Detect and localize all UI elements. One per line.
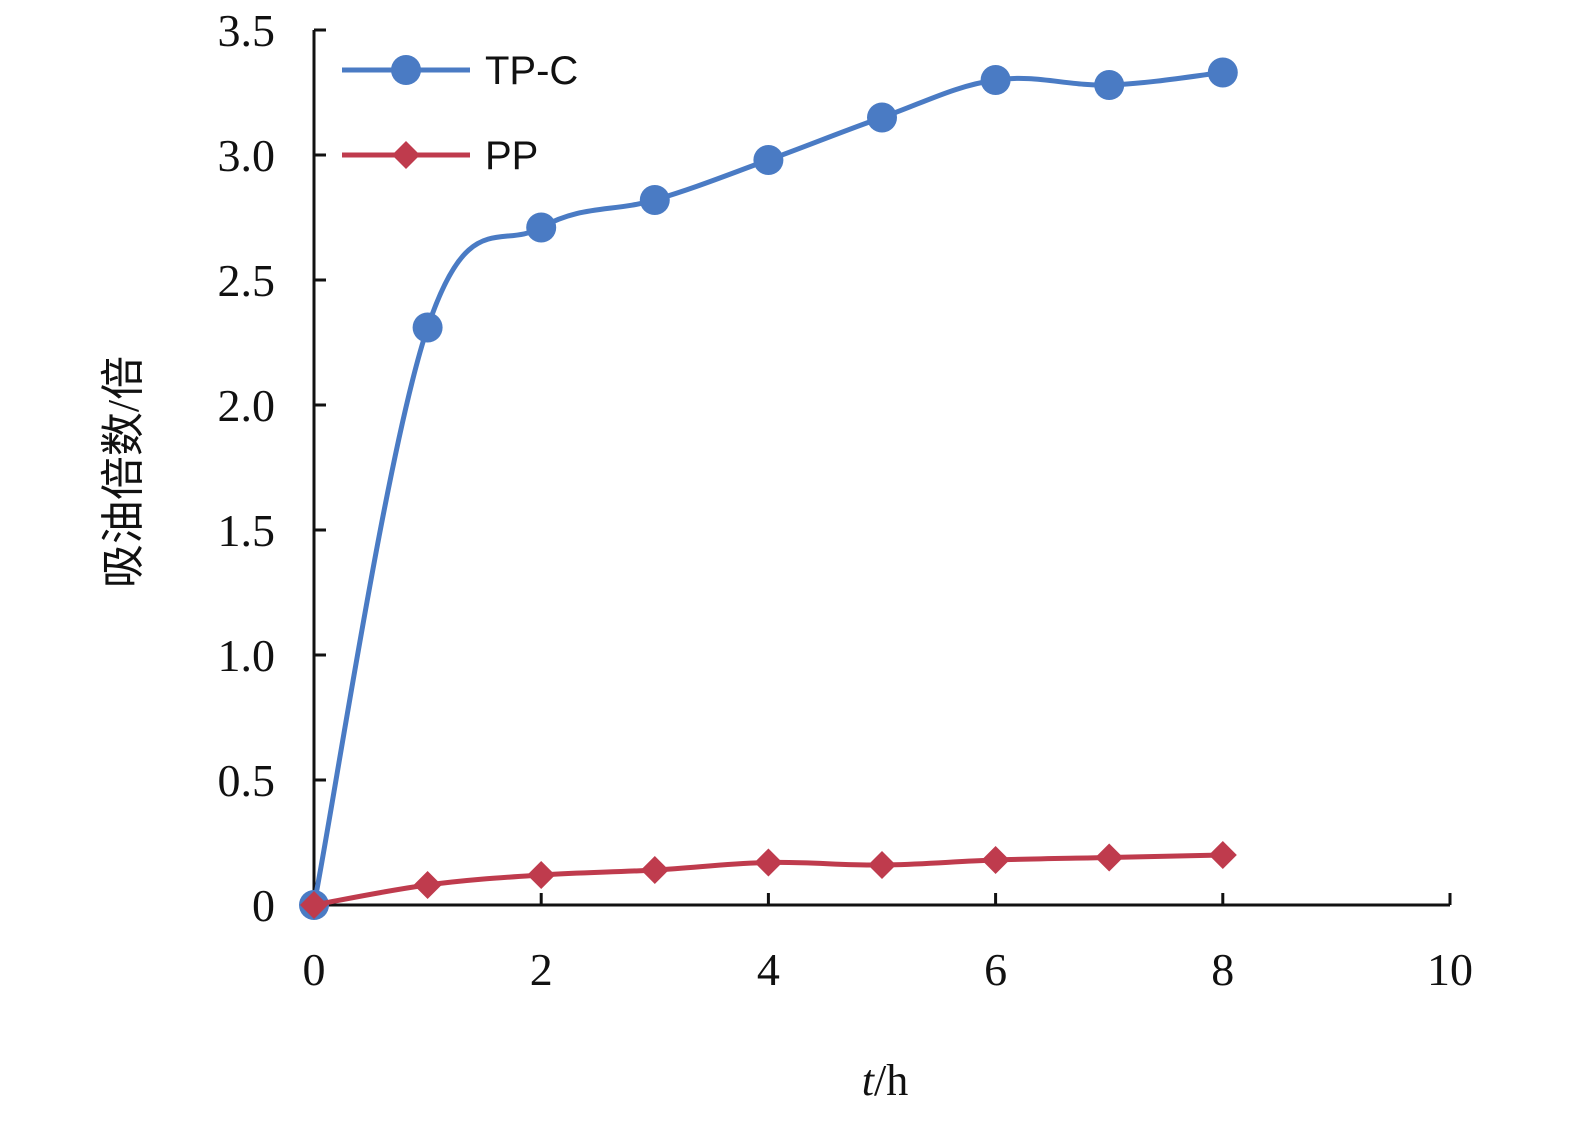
legend-swatch-marker <box>392 141 420 169</box>
series-line <box>311 70 1226 908</box>
data-point <box>980 65 1011 95</box>
legend-item: TP-C <box>342 49 578 93</box>
x-tick-label: 10 <box>1427 944 1473 995</box>
axes <box>312 30 1450 907</box>
y-tick-label: 1.5 <box>218 505 276 556</box>
legend-label: TP-C <box>485 49 578 93</box>
y-tick-label: 1.0 <box>218 630 276 681</box>
y-tick-label: 0 <box>252 880 275 931</box>
legend-swatch-marker <box>391 55 421 85</box>
y-tick-label: 2.0 <box>218 380 276 431</box>
data-point <box>981 846 1010 874</box>
data-point <box>526 212 557 243</box>
x-axis-title-variable: t <box>862 1056 876 1105</box>
data-point <box>1094 70 1125 100</box>
x-axis-ticks: 0 2 4 6 8 10 <box>303 893 1473 995</box>
x-tick-label: 2 <box>530 944 553 995</box>
x-tick-label: 4 <box>757 944 780 995</box>
data-point <box>868 851 896 879</box>
data-point <box>1095 843 1124 872</box>
y-tick-label: 0.5 <box>218 755 276 806</box>
legend-item: PP <box>342 134 538 178</box>
x-tick-label: 8 <box>1211 944 1234 995</box>
legend: TP-C PP <box>342 49 578 178</box>
data-point <box>867 102 897 133</box>
x-axis-title-unit: /h <box>874 1056 908 1105</box>
data-point <box>640 856 669 884</box>
data-point <box>413 871 442 899</box>
data-point <box>1208 841 1237 869</box>
x-tick-label: 0 <box>303 944 326 995</box>
y-axis-ticks: 0 0.5 1.0 1.5 2.0 2.5 3.0 3.5 <box>218 5 326 931</box>
data-point <box>527 861 556 889</box>
y-tick-label: 3.0 <box>218 130 276 181</box>
x-tick-label: 6 <box>984 944 1007 995</box>
data-point <box>639 185 670 215</box>
series-layer <box>299 57 1238 920</box>
y-axis-title: 吸油倍数/倍 <box>99 356 148 588</box>
data-point <box>300 891 328 919</box>
data-point <box>412 312 443 343</box>
series-tp-c <box>299 57 1238 920</box>
data-point <box>753 145 784 175</box>
y-tick-label: 2.5 <box>218 255 276 306</box>
legend-label: PP <box>485 134 538 178</box>
series-pp <box>300 841 1237 919</box>
x-axis-title: t/h <box>862 1056 908 1105</box>
data-point <box>1207 57 1238 88</box>
y-tick-label: 3.5 <box>218 5 276 56</box>
data-point <box>754 848 783 877</box>
